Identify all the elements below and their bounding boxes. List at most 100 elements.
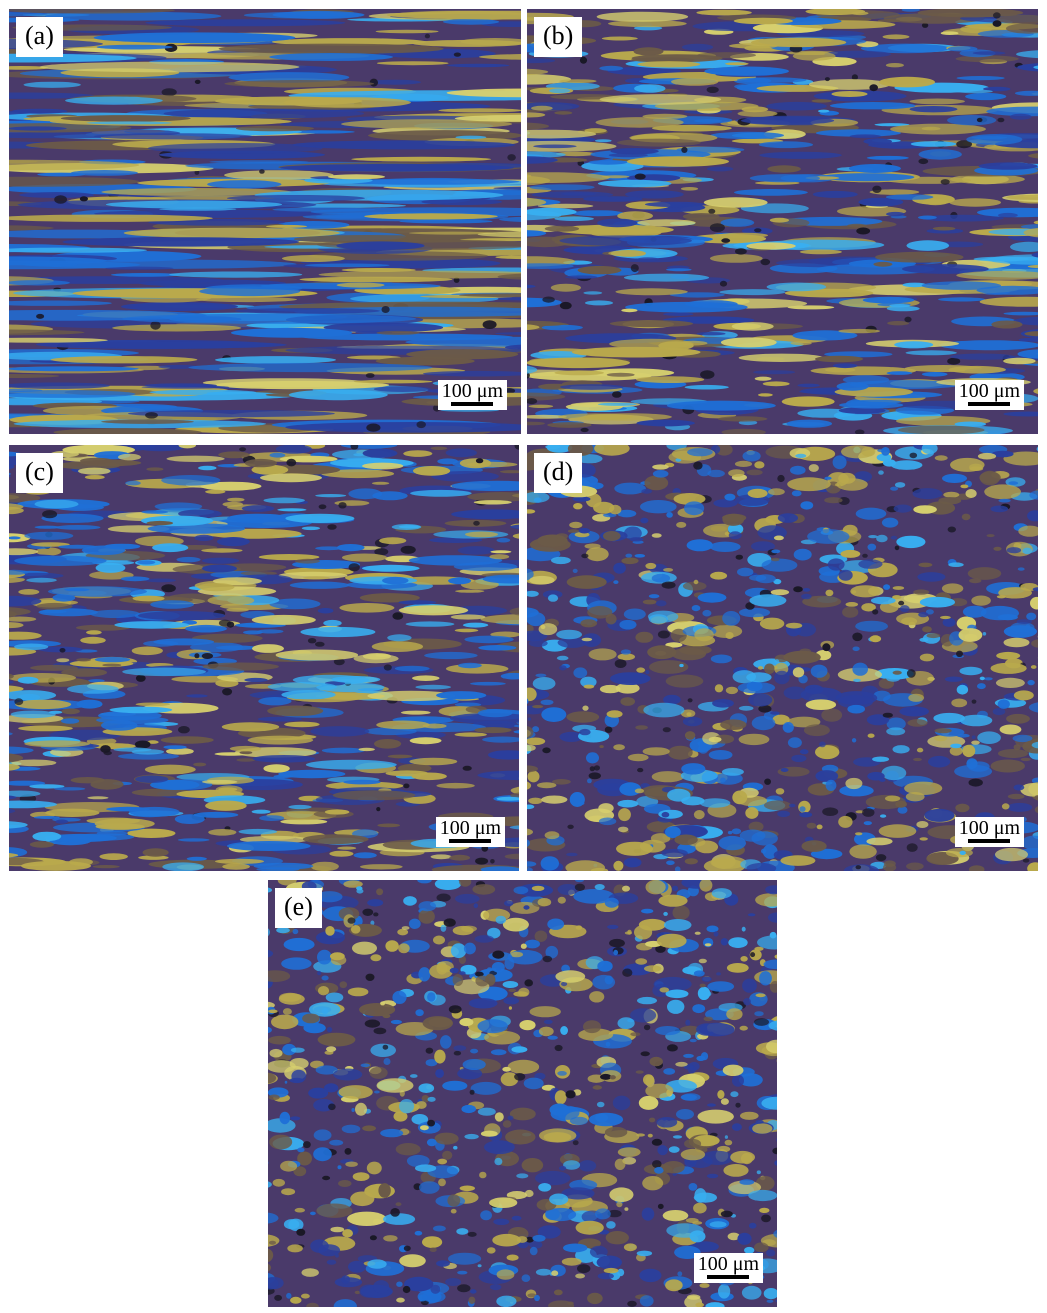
grain (221, 722, 280, 732)
grain (396, 1297, 405, 1303)
scale-bar: 100 μm (954, 380, 1024, 410)
grain (906, 669, 916, 678)
grain (440, 924, 447, 932)
grain (268, 970, 291, 982)
grain (787, 737, 802, 748)
grain (772, 714, 790, 725)
grain (640, 517, 649, 524)
grain (840, 549, 861, 558)
grain (845, 777, 863, 790)
grain (539, 1128, 577, 1143)
grain (697, 592, 727, 603)
grain (579, 56, 588, 64)
grain (724, 1139, 733, 1146)
grain (788, 803, 796, 808)
grain (825, 589, 834, 597)
grain (708, 750, 733, 760)
grain (355, 1102, 367, 1116)
grain (80, 457, 113, 465)
grain (333, 1299, 357, 1307)
grain (652, 464, 669, 470)
grain (773, 1229, 777, 1238)
grain (566, 575, 607, 589)
grain (338, 1085, 373, 1099)
grain (780, 855, 816, 866)
grain (527, 839, 530, 847)
grain (617, 138, 701, 147)
grain (258, 554, 320, 561)
grain (700, 1052, 709, 1061)
grain (624, 1207, 629, 1211)
grain (300, 333, 513, 341)
grain (808, 79, 891, 90)
grain (842, 606, 859, 618)
grain (764, 663, 775, 675)
grain (717, 1145, 731, 1153)
grain (986, 534, 995, 538)
grain (527, 1293, 537, 1298)
grain (310, 1211, 316, 1216)
grain (812, 190, 858, 198)
grain (583, 684, 595, 689)
grain (531, 885, 545, 891)
grain (910, 141, 957, 147)
grain (474, 727, 512, 734)
grain (1030, 665, 1037, 669)
grain (286, 1292, 292, 1299)
grain (547, 422, 592, 428)
grain (819, 741, 826, 748)
grain (459, 880, 472, 887)
grain (810, 664, 828, 678)
grain (787, 477, 831, 492)
grain (572, 496, 591, 502)
grain (269, 1134, 293, 1150)
grain (1034, 806, 1038, 814)
grain (383, 664, 392, 671)
grain (979, 296, 1038, 307)
grain (841, 445, 875, 459)
grain (59, 648, 66, 653)
grain (552, 779, 571, 785)
grain (577, 801, 585, 806)
grain (569, 521, 583, 529)
grain (681, 763, 706, 775)
micrograph (527, 445, 1038, 871)
grain (496, 796, 519, 801)
grain (901, 9, 920, 12)
grain (704, 66, 789, 76)
grain (725, 632, 734, 639)
grain (468, 998, 498, 1009)
grain (528, 797, 543, 804)
grain (422, 1016, 453, 1031)
grain (507, 1115, 514, 1121)
grain (431, 471, 499, 482)
grain (283, 97, 411, 108)
grain (537, 782, 557, 789)
grain (527, 861, 537, 867)
grain (105, 200, 283, 209)
grain (965, 92, 1007, 101)
grain (479, 1171, 487, 1179)
grain (563, 1243, 588, 1253)
grain (409, 231, 497, 235)
grain (610, 148, 659, 155)
grain (9, 390, 136, 398)
grain (893, 504, 912, 513)
grain (752, 1123, 773, 1134)
grain (949, 198, 1001, 207)
grain (858, 559, 883, 569)
grain (275, 649, 359, 661)
grain (609, 1075, 616, 1080)
grain (775, 788, 785, 795)
grain (442, 1080, 468, 1091)
grain (815, 745, 840, 760)
grain (757, 666, 764, 670)
grain (541, 324, 583, 331)
grain (656, 933, 687, 949)
grain (567, 529, 580, 533)
grain (353, 379, 433, 384)
grain (390, 1019, 402, 1025)
grain (681, 43, 714, 51)
grain (326, 1046, 337, 1052)
grain (918, 562, 933, 568)
